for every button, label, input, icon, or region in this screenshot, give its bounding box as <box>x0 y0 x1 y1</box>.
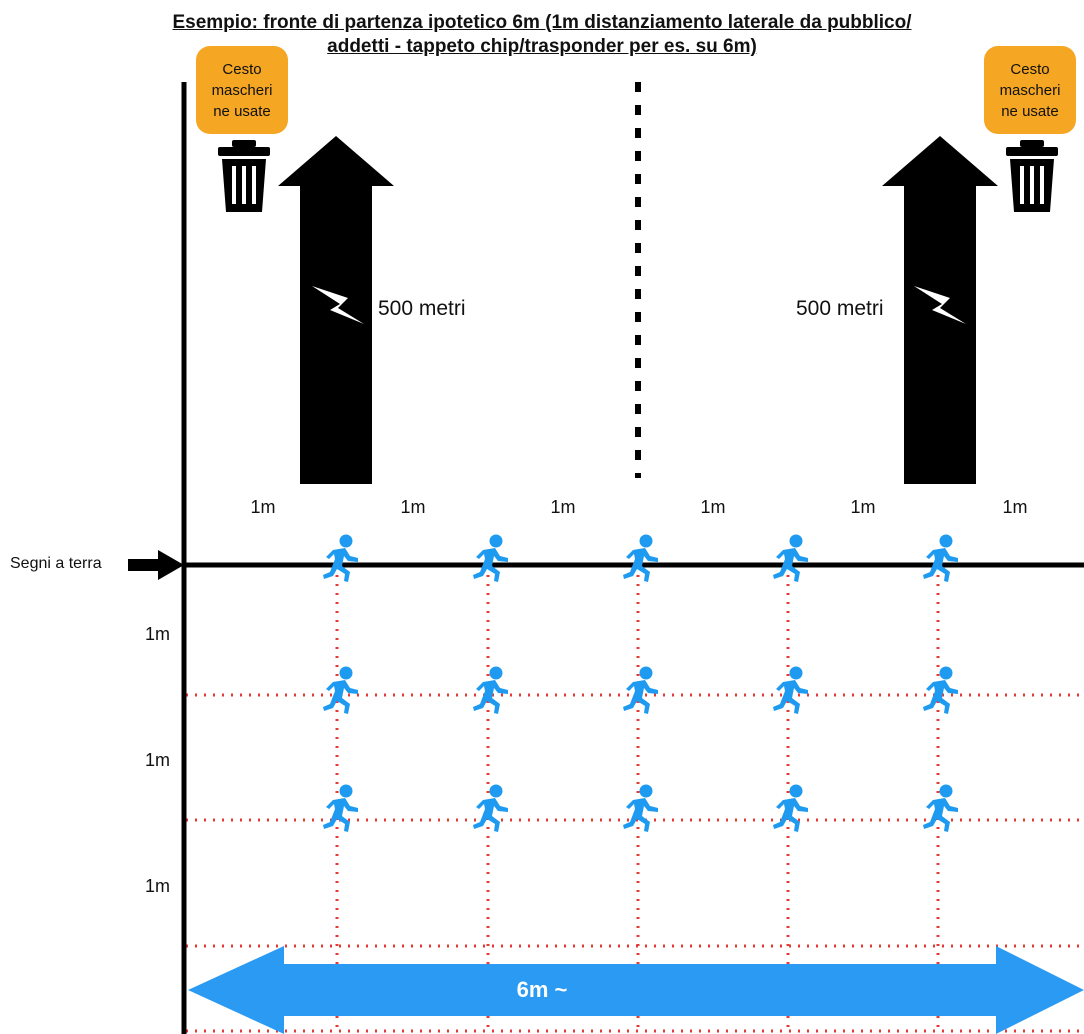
runner-grid <box>323 534 958 832</box>
runner-icon <box>773 784 808 832</box>
row-spacing-label: 1m <box>145 876 171 896</box>
spacing-label: 1m <box>700 497 726 517</box>
spacing-label: 1m <box>400 497 426 517</box>
spacing-label: 1m <box>1002 497 1028 517</box>
spacing-label: 1m <box>250 497 276 517</box>
trash-can-icon <box>1006 140 1058 212</box>
runner-icon <box>773 534 808 582</box>
trash-can-icon <box>218 140 270 212</box>
runner-icon <box>323 784 358 832</box>
distance-label-right: 500 metri <box>796 297 884 320</box>
bin-label-right: Cesto mascheri ne usate <box>984 46 1076 134</box>
ground-marks-arrow <box>128 550 184 580</box>
runner-icon <box>473 784 508 832</box>
width-label: 6m ~ <box>516 977 568 1002</box>
runner-icon <box>623 534 658 582</box>
runner-icon <box>923 784 958 832</box>
diagram-title-line-1: Esempio: fronte di partenza ipotetico 6m… <box>172 12 912 33</box>
runner-icon <box>923 534 958 582</box>
runner-icon <box>623 784 658 832</box>
distance-label-left: 500 metri <box>378 297 466 320</box>
spacing-label: 1m <box>550 497 576 517</box>
spacing-label: 1m <box>850 497 876 517</box>
row-spacing-label: 1m <box>145 750 171 770</box>
runner-icon <box>773 666 808 714</box>
bin-label-left: Cesto mascheri ne usate <box>196 46 288 134</box>
ground-marks-label: Segni a terra <box>10 555 102 572</box>
direction-arrow-left <box>278 136 394 484</box>
diagram-title-line-2: addetti - tappeto chip/trasponder per es… <box>327 36 757 57</box>
direction-arrow-right <box>882 136 998 484</box>
runner-icon <box>473 534 508 582</box>
row-spacing-label: 1m <box>145 624 171 644</box>
runner-icon <box>923 666 958 714</box>
width-arrow <box>188 946 1084 1034</box>
runner-icon <box>473 666 508 714</box>
runner-icon <box>323 534 358 582</box>
runner-icon <box>623 666 658 714</box>
runner-icon <box>323 666 358 714</box>
